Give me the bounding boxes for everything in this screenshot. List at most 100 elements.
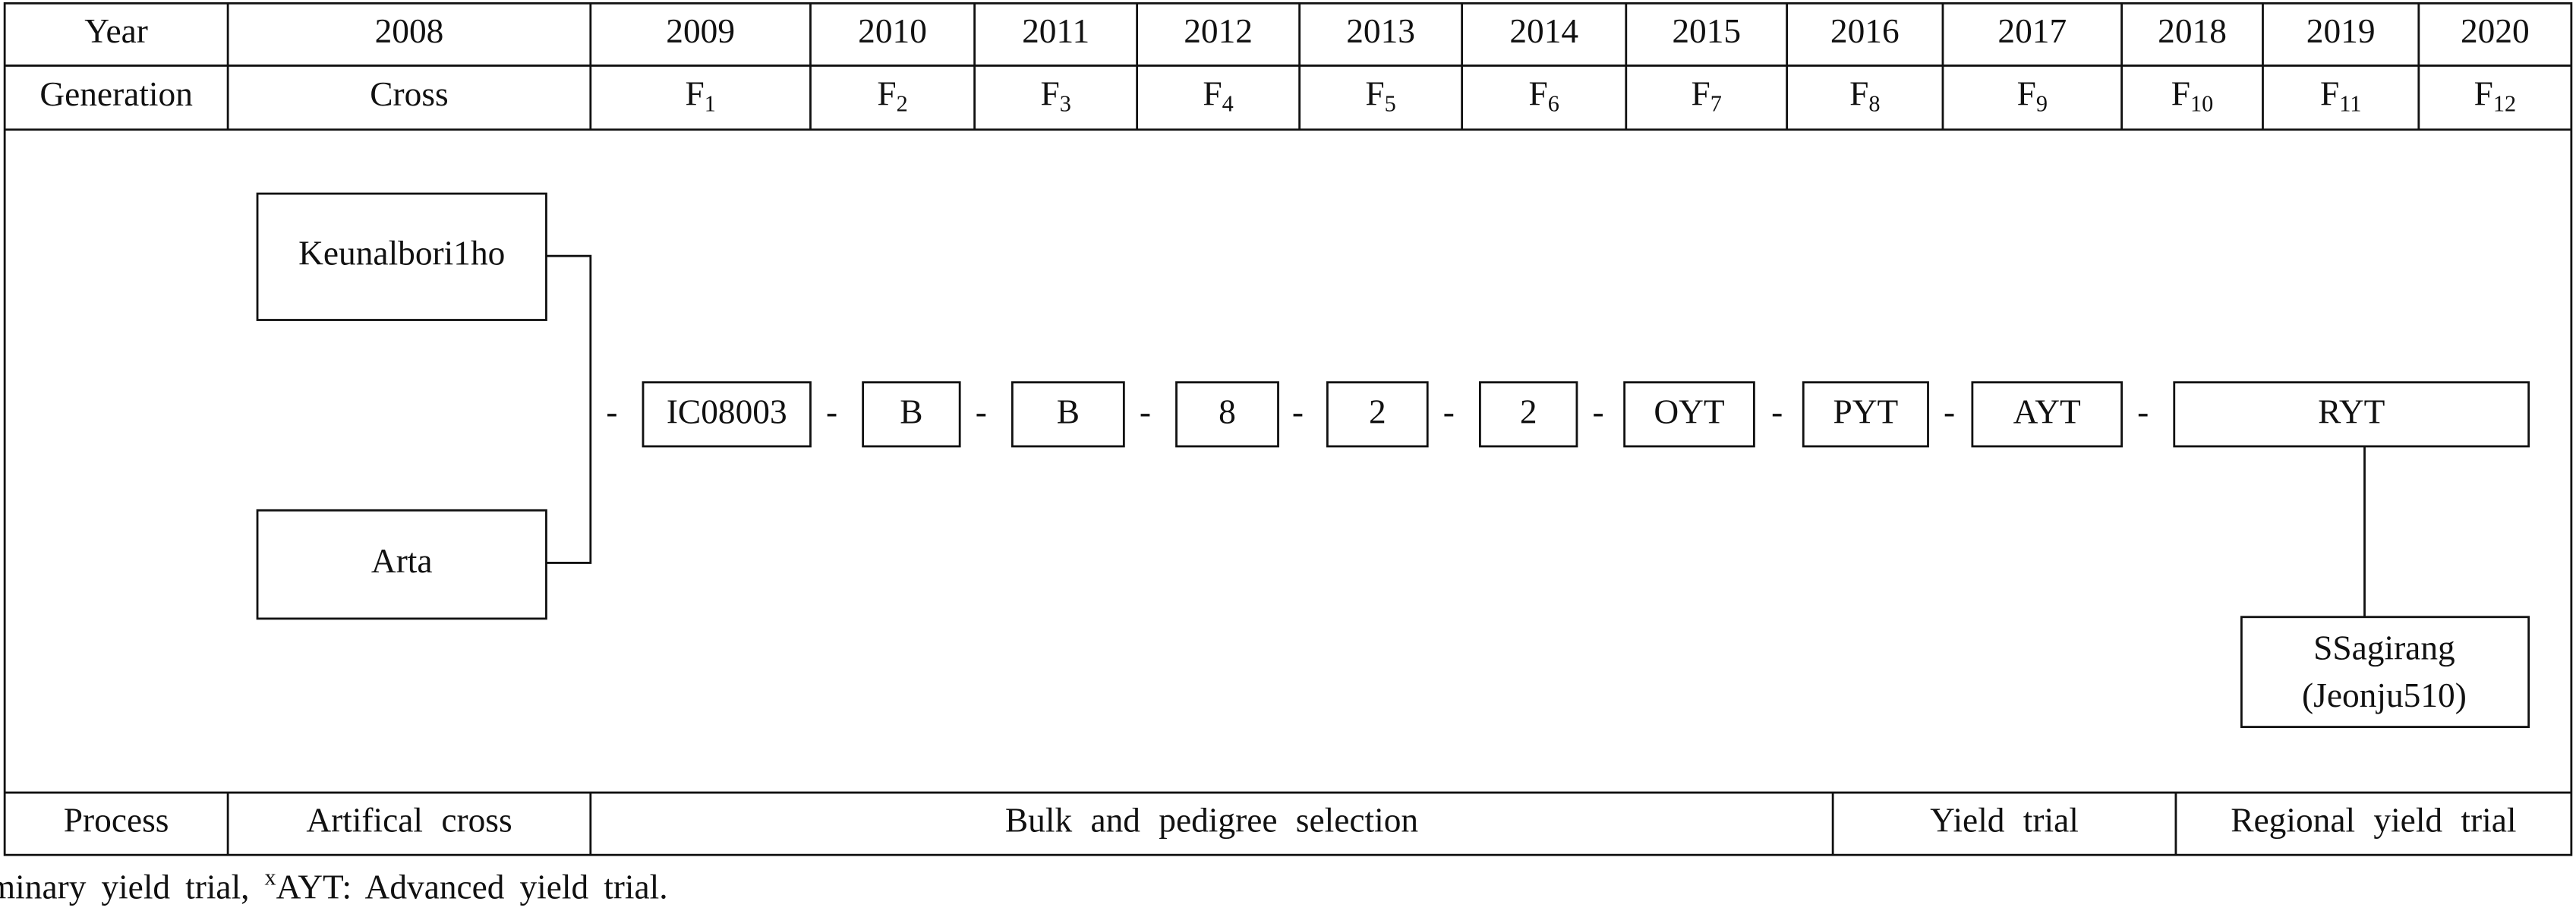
cell: 2014 [1509,12,1578,50]
cell: Yield trial [1930,802,2079,840]
cell: Generation [39,75,193,113]
separator: - [976,392,987,430]
cell: 2012 [1184,12,1253,50]
footnote-text: AYT: Advanced yield trial. [276,868,668,906]
cell: 2010 [858,12,927,50]
generation-sub: 10 [2190,90,2213,116]
generation: F10 [2171,75,2214,116]
chain-box [2173,381,2530,448]
cell: 2009 [666,12,735,50]
chain-box [1802,381,1929,448]
chain-label: PYT [1833,392,1899,430]
generation-sub: 3 [1060,90,1071,116]
cell: Year [84,12,148,50]
chain-box [862,381,961,448]
separator: - [1140,392,1151,430]
cell: 2019 [2306,12,2376,50]
cell: 2013 [1346,12,1415,50]
generation-letter: F [1692,75,1711,113]
cell: 2020 [2461,12,2530,50]
generation: F9 [2017,75,2048,116]
generation-sub: 12 [2493,90,2516,116]
variety: (Jeonju510) [2302,676,2467,714]
generation-sub: 7 [1711,90,1722,116]
chain-box [1971,381,2123,448]
generation-sub: 8 [1868,90,1880,116]
generation-letter: F [1203,75,1222,113]
chain-label: B [900,392,922,430]
generation-sub: 11 [2339,90,2361,116]
parent-box [256,509,547,620]
generation: F8 [1849,75,1880,116]
connector [546,254,592,564]
chain-label: 2 [1369,392,1386,430]
generation-letter: F [2320,75,2339,113]
footnote-mark: x [265,865,276,890]
footnote-text: PYT: Preliminary yield trial, [0,868,265,906]
chain-label: RYT [2318,392,2385,430]
cell: 2015 [1672,12,1741,50]
chain-label: 8 [1219,392,1236,430]
generation-letter: F [2017,75,2036,113]
cell: 2016 [1830,12,1900,50]
frame [3,2,2573,856]
generation: F11 [2320,75,2361,116]
generation: F4 [1203,75,1233,116]
separator: - [1771,392,1783,430]
separator: - [606,392,617,430]
generation-letter: F [685,75,704,113]
parent: Keunalbori1ho [298,235,505,273]
separator: - [826,392,837,430]
cell: 2011 [1022,12,1089,50]
chain-label: 2 [1520,392,1537,430]
cell: 2008 [375,12,444,50]
separator: - [1292,392,1304,430]
generation: F7 [1692,75,1722,116]
generation-letter: F [1365,75,1384,113]
generation-letter: F [2171,75,2190,113]
generation-letter: F [877,75,896,113]
variety-box [2240,616,2530,728]
parent: Arta [371,542,433,580]
generation-sub: 2 [897,90,908,116]
generation-sub: 4 [1222,90,1234,116]
cell: 2017 [1997,12,2067,50]
separator: - [1944,392,1955,430]
chain-box [1175,381,1279,448]
generation: F5 [1365,75,1395,116]
separator: - [1443,392,1455,430]
footnote: zOYT: Observational yield trial, yPYT: P… [0,865,668,907]
chain-box [1011,381,1125,448]
cell: Bulk and pedigree selection [1005,802,1418,840]
chain-label: B [1057,392,1080,430]
cell: 2018 [2158,12,2227,50]
generation-sub: 9 [2036,90,2048,116]
chain-label: AYT [2013,392,2081,430]
generation-sub: 6 [1548,90,1559,116]
separator: - [1592,392,1603,430]
cell: Regional yield trial [2231,802,2516,840]
chain-box [642,381,812,448]
chain-label: OYT [1654,392,1724,430]
generation: F1 [685,75,715,116]
generation: F2 [877,75,907,116]
generation-letter: F [1040,75,1059,113]
generation-letter: F [1849,75,1868,113]
variety: SSagirang [2313,629,2455,667]
generation-sub: 1 [705,90,716,116]
chain-box [1478,381,1578,448]
chain-box [1623,381,1755,448]
generation: F12 [2474,75,2517,116]
generation: F3 [1040,75,1070,116]
chain-box [1326,381,1429,448]
cell: Cross [370,75,448,113]
generation-sub: 5 [1385,90,1396,116]
generation: F6 [1529,75,1559,116]
generation-letter: F [2474,75,2493,113]
cell: Process [64,802,169,840]
separator: - [2137,392,2149,430]
cell: Artifical cross [306,802,512,840]
generation-letter: F [1529,75,1548,113]
